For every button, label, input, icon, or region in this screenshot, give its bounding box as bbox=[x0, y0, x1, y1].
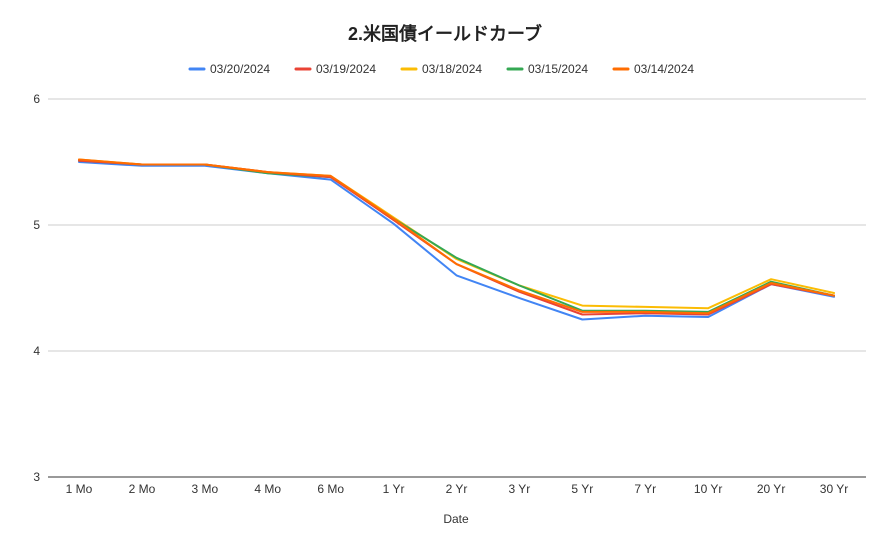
chart-title: 2.米国債イールドカーブ bbox=[348, 23, 542, 44]
x-tick-label: 5 Yr bbox=[571, 482, 593, 496]
legend-label: 03/14/2024 bbox=[634, 62, 694, 76]
series-line-2 bbox=[78, 158, 835, 310]
legend-item[interactable]: 03/18/2024 bbox=[400, 62, 482, 76]
x-tick-label: 30 Yr bbox=[820, 482, 848, 496]
x-tick-label: 3 Yr bbox=[509, 482, 531, 496]
y-tick-label: 4 bbox=[33, 344, 40, 358]
legend-item[interactable]: 03/14/2024 bbox=[612, 62, 694, 76]
series-line-0 bbox=[78, 161, 835, 321]
y-tick-label: 3 bbox=[33, 470, 40, 484]
y-tick-label: 6 bbox=[33, 92, 40, 106]
x-tick-label: 10 Yr bbox=[694, 482, 722, 496]
y-axis-ticks: 3 4 5 6 bbox=[33, 92, 40, 484]
x-tick-label: 2 Mo bbox=[129, 482, 156, 496]
x-tick-label: 3 Mo bbox=[191, 482, 218, 496]
series-line-4 bbox=[78, 158, 835, 315]
legend-item[interactable]: 03/19/2024 bbox=[294, 62, 376, 76]
x-tick-label: 6 Mo bbox=[317, 482, 344, 496]
legend-label: 03/20/2024 bbox=[210, 62, 270, 76]
x-tick-label: 20 Yr bbox=[757, 482, 785, 496]
legend-item[interactable]: 03/15/2024 bbox=[506, 62, 588, 76]
series-lines bbox=[78, 158, 835, 321]
series-line-3 bbox=[78, 159, 835, 313]
x-tick-label: 4 Mo bbox=[254, 482, 281, 496]
legend-item[interactable]: 03/20/2024 bbox=[188, 62, 270, 76]
x-axis-title: Date bbox=[443, 512, 469, 526]
x-axis-ticks: 1 Mo 2 Mo 3 Mo 4 Mo 6 Mo 1 Yr 2 Yr 3 Yr 5 Yr 7 Yr… bbox=[66, 482, 849, 496]
y-tick-label: 5 bbox=[33, 218, 40, 232]
legend[interactable]: 03/20/2024 03/19/2024 03/18/2024 03/15/2024… bbox=[188, 62, 694, 76]
x-tick-label: 2 Yr bbox=[446, 482, 468, 496]
series-line-1 bbox=[78, 159, 835, 316]
x-tick-label: 1 Yr bbox=[383, 482, 405, 496]
legend-label: 03/15/2024 bbox=[528, 62, 588, 76]
x-tick-label: 1 Mo bbox=[66, 482, 93, 496]
x-tick-label: 7 Yr bbox=[634, 482, 656, 496]
gridlines bbox=[48, 98, 866, 478]
legend-label: 03/19/2024 bbox=[316, 62, 376, 76]
legend-label: 03/18/2024 bbox=[422, 62, 482, 76]
